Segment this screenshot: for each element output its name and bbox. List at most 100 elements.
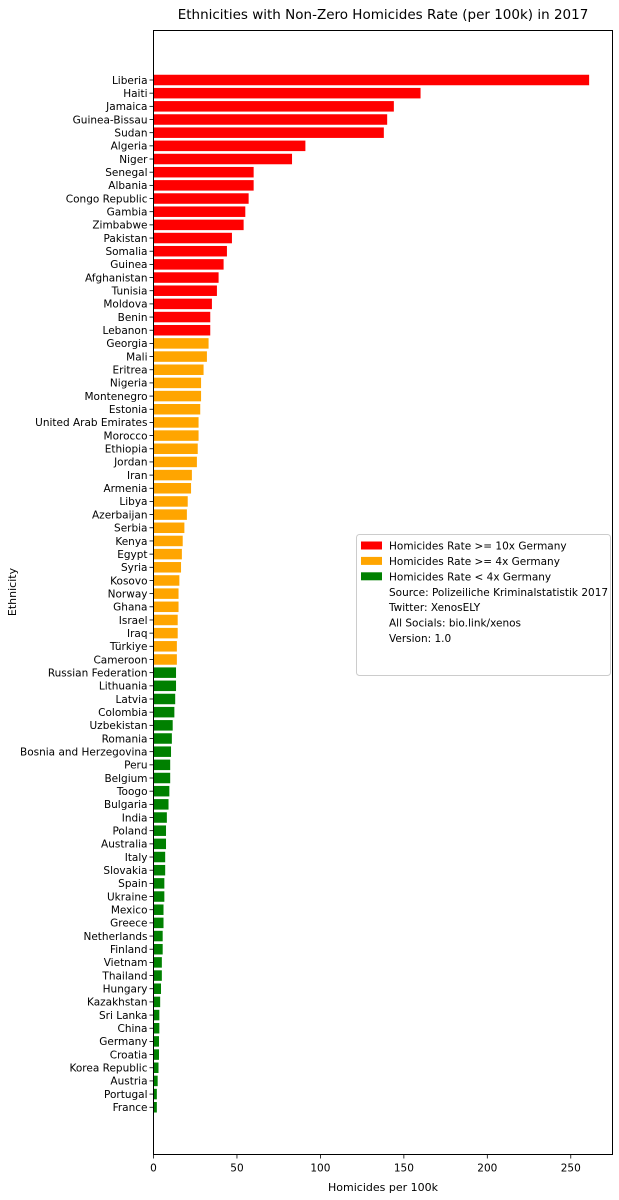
bar (153, 509, 187, 520)
y-tick-label: Guinea (110, 259, 147, 271)
bar (153, 443, 198, 455)
bar (153, 759, 171, 771)
bar (153, 522, 185, 534)
bar (153, 799, 169, 810)
bar (153, 483, 192, 494)
x-axis-label: Homicides per 100k (328, 1181, 439, 1194)
y-axis-label: Ethnicity (6, 567, 19, 616)
y-tick-label: Israel (119, 615, 148, 627)
bar (153, 825, 167, 836)
y-tick-label: Eritrea (113, 365, 148, 377)
y-tick-label: Bosnia and Herzegovina (20, 746, 148, 758)
y-tick-label: Cameroon (93, 654, 147, 666)
legend-entry: Homicides Rate >= 4x Germany (389, 556, 560, 568)
x-ticks: 0 50 100 150 200 250 (150, 1154, 581, 1175)
bar (153, 575, 180, 586)
bar (153, 746, 172, 757)
bar (153, 338, 209, 349)
y-tick-label: France (113, 1102, 148, 1114)
bar (153, 588, 179, 599)
y-tick-label: Thailand (101, 970, 147, 982)
bar (153, 917, 164, 929)
bar (153, 957, 162, 968)
y-tick-label: Toogo (116, 786, 148, 798)
y-tick-label: Benin (118, 312, 148, 324)
bar (153, 983, 162, 994)
y-tick-label: Finland (110, 944, 148, 956)
bar (153, 417, 199, 428)
bar (153, 785, 170, 797)
bar (153, 1102, 157, 1113)
y-tick-label: Mexico (111, 905, 148, 917)
y-tick-label: Kenya (115, 536, 147, 548)
bars-group (153, 74, 590, 1113)
y-tick-label: Portugal (104, 1089, 148, 1101)
bar (153, 904, 164, 915)
bar (153, 390, 202, 402)
bar (153, 311, 211, 323)
bar (153, 878, 165, 889)
bar (153, 74, 590, 86)
y-tick-label: Colombia (98, 707, 147, 719)
bar (153, 535, 183, 547)
y-tick-label: Algeria (111, 141, 148, 153)
y-tick-label: Lebanon (103, 325, 148, 337)
bar (153, 324, 211, 336)
bar (153, 680, 177, 692)
legend-swatch (361, 572, 382, 581)
y-tick-label: Korea Republic (70, 1063, 148, 1075)
y-tick-label: Liberia (112, 75, 148, 87)
legend-swatch (361, 541, 382, 550)
y-tick-label: Guinea-Bissau (73, 114, 148, 126)
bar (153, 364, 204, 375)
bar (153, 285, 217, 296)
bar (153, 101, 394, 112)
bar (153, 812, 167, 823)
y-tick-label: Vietnam (104, 957, 148, 969)
y-tick-label: Congo Republic (66, 193, 148, 205)
bar (153, 404, 201, 415)
bar (153, 259, 224, 270)
legend-swatch (361, 556, 382, 565)
y-tick-label: Azerbaijan (92, 509, 148, 521)
bar (153, 1009, 160, 1021)
bar (153, 496, 188, 507)
x-tick-label: 100 (310, 1163, 330, 1175)
bar (153, 1062, 159, 1073)
y-tick-label: Ukraine (107, 891, 148, 903)
y-tick-label: Italy (125, 852, 148, 864)
bar (153, 614, 178, 626)
y-tick-label: Senegal (105, 167, 147, 179)
bar (153, 232, 232, 244)
bar (153, 667, 177, 678)
y-tick-label: Hungary (103, 984, 148, 996)
bar (153, 127, 384, 138)
y-tick-label: Sudan (114, 127, 147, 139)
y-tick-label: Morocco (104, 430, 148, 442)
bar (153, 693, 176, 705)
bar (153, 1088, 157, 1100)
y-tick-label: Germany (99, 1036, 147, 1048)
y-tick-label: Nigeria (110, 378, 148, 390)
y-tick-label: Jordan (113, 457, 147, 469)
bar (153, 601, 179, 613)
legend-items: Homicides Rate >= 10x Germany Homicides R… (361, 541, 608, 645)
y-tick-label: Niger (119, 154, 148, 166)
bar (153, 245, 227, 257)
y-tick-label: Kosovo (110, 575, 147, 587)
bar (153, 377, 202, 389)
y-tick-label: Libya (119, 496, 147, 508)
bar (153, 1036, 160, 1047)
x-tick-label: 0 (150, 1163, 157, 1175)
bar (153, 970, 162, 981)
y-tick-label: Poland (112, 825, 147, 837)
y-tick-label: Kazakhstan (87, 997, 148, 1009)
y-tick-label: Romania (102, 733, 148, 745)
x-tick-label: 250 (561, 1163, 581, 1175)
y-tick-label: China (118, 1023, 148, 1035)
y-tick-label: Norway (108, 588, 148, 600)
bar (153, 1049, 160, 1060)
legend-entry: Twitter: XenosELY (388, 602, 481, 614)
bar (153, 720, 173, 731)
y-tick-label: Tunisia (111, 286, 148, 298)
